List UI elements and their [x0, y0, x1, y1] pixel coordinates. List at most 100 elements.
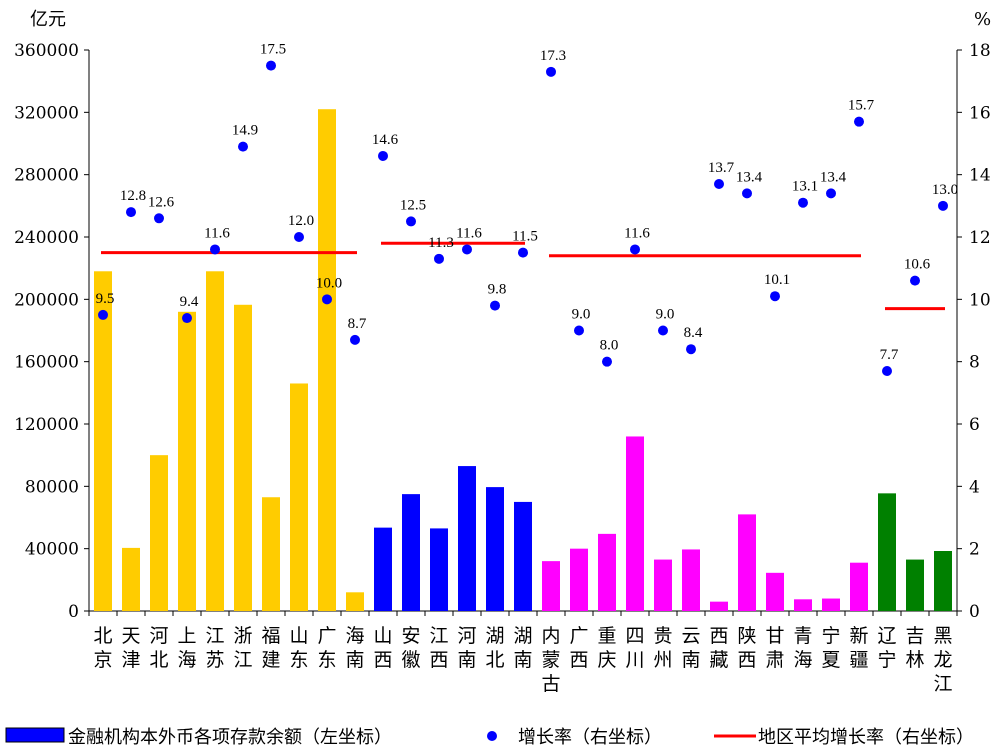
category-label: 山 [373, 625, 392, 647]
left-tick-label: 120000 [14, 415, 79, 435]
growth-value-label: 10.6 [904, 257, 931, 273]
right-tick-label: 2 [969, 540, 980, 560]
growth-dot [462, 244, 472, 255]
category-label: 新 [849, 625, 868, 647]
right-tick-label: 18 [969, 41, 991, 61]
category-label: 黑 [933, 625, 952, 647]
category-label: 内 [541, 625, 560, 647]
growth-value-label: 9.0 [656, 307, 675, 323]
growth-dot [770, 291, 780, 302]
deposit-bar [598, 533, 616, 611]
growth-value-label: 13.4 [736, 169, 763, 185]
category-label: 甘 [765, 625, 784, 647]
growth-value-label: 10.1 [764, 272, 790, 288]
growth-value-label: 9.5 [96, 291, 115, 307]
growth-value-label: 11.6 [456, 225, 482, 241]
category-label: 吉 [905, 625, 924, 647]
category-label: 夏 [821, 649, 840, 671]
growth-dot [714, 179, 724, 190]
left-tick-label: 200000 [14, 290, 79, 310]
growth-value-label: 12.0 [288, 213, 314, 229]
category-label: 天 [121, 625, 140, 647]
category-label: 江 [429, 625, 448, 647]
growth-dot [882, 366, 892, 377]
left-unit-label: 亿元 [30, 9, 66, 30]
left-tick-label: 240000 [14, 228, 79, 248]
left-tick-label: 360000 [14, 41, 79, 61]
growth-value-label: 8.0 [600, 338, 619, 354]
growth-value-label: 8.4 [684, 325, 703, 341]
right-tick-label: 16 [969, 103, 991, 123]
category-label: 南 [513, 649, 532, 671]
growth-value-label: 17.3 [540, 48, 566, 64]
category-label: 津 [121, 649, 140, 671]
category-label: 四 [625, 625, 644, 647]
right-tick-label: 8 [969, 353, 980, 373]
deposit-bar [542, 561, 560, 611]
deposit-bar [94, 271, 112, 611]
growth-value-label: 12.5 [400, 197, 426, 213]
growth-value-label: 12.6 [148, 194, 175, 210]
category-label: 北 [149, 649, 168, 671]
deposit-bar [318, 109, 336, 611]
growth-dot [574, 325, 584, 336]
deposit-bar [430, 528, 448, 611]
deposit-bar [374, 527, 392, 611]
growth-value-label: 7.7 [880, 347, 899, 363]
legend-bar-swatch [5, 727, 65, 743]
growth-dot [826, 188, 836, 199]
growth-dot [238, 141, 248, 152]
bars [94, 109, 952, 611]
deposit-bar [346, 592, 364, 611]
right-tick-label: 4 [969, 477, 980, 497]
deposit-bar [206, 271, 224, 611]
left-tick-label: 280000 [14, 166, 79, 186]
left-tick-label: 0 [68, 602, 79, 622]
category-label: 苏 [205, 649, 224, 671]
category-label: 江 [205, 625, 224, 647]
growth-dot [350, 334, 360, 345]
category-label: 西 [373, 649, 392, 671]
category-label: 海 [177, 649, 196, 671]
growth-dot [126, 207, 136, 218]
category-label: 南 [681, 649, 700, 671]
category-label: 浙 [233, 625, 252, 647]
deposit-bar [290, 383, 308, 611]
growth-value-label: 13.7 [708, 160, 735, 176]
category-label: 藏 [709, 649, 728, 671]
category-labels: 北京天津河北上海江苏浙江福建山东广东海南山西安徽江西河南湖北湖南内蒙古广西重庆四… [93, 625, 952, 695]
category-label: 川 [625, 649, 644, 671]
deposit-bar [794, 599, 812, 611]
growth-value-label: 8.7 [348, 316, 367, 332]
growth-value-label: 15.7 [848, 98, 875, 114]
growth-value-label: 11.6 [624, 225, 650, 241]
deposit-bar [178, 311, 196, 611]
category-label: 宁 [877, 649, 896, 671]
growth-dot [518, 247, 528, 258]
category-label: 蒙 [541, 649, 560, 671]
growth-value-label: 11.5 [512, 229, 538, 245]
growth-dot [602, 356, 612, 367]
category-label: 广 [569, 625, 588, 647]
category-label: 辽 [877, 625, 896, 647]
growth-value-label: 14.6 [372, 132, 399, 148]
category-label: 西 [429, 649, 448, 671]
category-label: 河 [457, 625, 476, 647]
left-tick-label: 160000 [14, 353, 79, 373]
growth-dot [910, 275, 920, 286]
category-label: 西 [709, 625, 728, 647]
growth-value-label: 10.0 [316, 275, 342, 291]
growth-value-label: 13.1 [792, 179, 818, 195]
deposit-bar [906, 559, 924, 611]
category-label: 建 [261, 649, 280, 671]
deposit-bar [682, 549, 700, 611]
growth-dot [378, 150, 388, 161]
category-label: 宁 [821, 625, 840, 647]
legend-line-label: 地区平均增长率（右坐标） [758, 727, 974, 746]
growth-dot [154, 213, 164, 224]
growth-dot [938, 200, 948, 211]
category-label: 上 [177, 625, 196, 647]
category-label: 西 [569, 649, 588, 671]
legend-bars-label: 金融机构本外币各项存款余额（左坐标） [68, 727, 392, 746]
